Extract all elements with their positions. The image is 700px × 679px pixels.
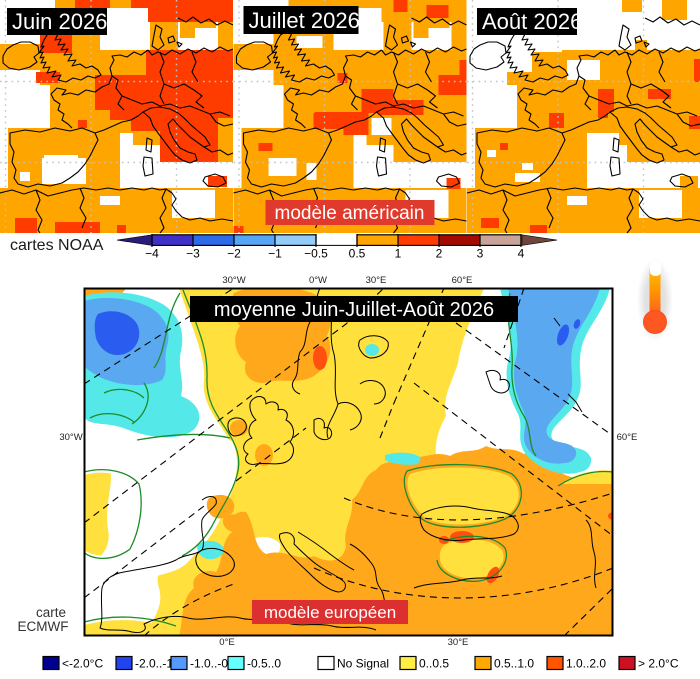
- svg-text:30°E: 30°E: [448, 637, 469, 648]
- svg-text:60°E: 60°E: [452, 275, 473, 286]
- svg-text:−1: −1: [268, 247, 282, 261]
- svg-text:30°W: 30°W: [59, 432, 82, 443]
- svg-text:60°E: 60°E: [617, 432, 638, 443]
- svg-text:-1.0..-0.5: -1.0..-0.5: [190, 657, 238, 671]
- svg-text:3: 3: [477, 247, 484, 261]
- svg-text:moyenne Juin-Juillet-Août 2026: moyenne Juin-Juillet-Août 2026: [214, 299, 494, 321]
- svg-text:modèle américain: modèle américain: [275, 203, 425, 224]
- svg-text:1.0..2.0: 1.0..2.0: [566, 657, 606, 671]
- svg-text:0°E: 0°E: [219, 637, 234, 648]
- svg-text:0.5: 0.5: [349, 247, 366, 261]
- svg-text:<-2.0°C: <-2.0°C: [62, 657, 103, 671]
- svg-text:Juin 2026: Juin 2026: [12, 9, 107, 34]
- svg-text:0.5..1.0: 0.5..1.0: [494, 657, 534, 671]
- svg-text:−4: −4: [145, 247, 159, 261]
- svg-text:30°W: 30°W: [222, 275, 245, 286]
- svg-text:modèle européen: modèle européen: [264, 603, 396, 622]
- svg-text:4: 4: [518, 247, 525, 261]
- svg-text:Juillet 2026: Juillet 2026: [249, 8, 360, 33]
- svg-text:> 2.0°C: > 2.0°C: [638, 657, 679, 671]
- svg-text:2: 2: [436, 247, 443, 261]
- svg-text:Août 2026: Août 2026: [482, 9, 582, 34]
- svg-text:cartes NOAA: cartes NOAA: [10, 237, 104, 254]
- svg-text:30°E: 30°E: [366, 275, 387, 286]
- svg-text:carte: carte: [36, 605, 66, 620]
- svg-text:-0.5..0: -0.5..0: [247, 657, 281, 671]
- svg-text:1: 1: [395, 247, 402, 261]
- svg-text:ECMWF: ECMWF: [18, 619, 69, 634]
- svg-text:−2: −2: [227, 247, 241, 261]
- svg-text:No Signal: No Signal: [337, 657, 389, 671]
- svg-text:−0.5: −0.5: [304, 247, 328, 261]
- svg-text:−3: −3: [186, 247, 200, 261]
- svg-text:0°W: 0°W: [309, 275, 327, 286]
- svg-text:0..0.5: 0..0.5: [419, 657, 449, 671]
